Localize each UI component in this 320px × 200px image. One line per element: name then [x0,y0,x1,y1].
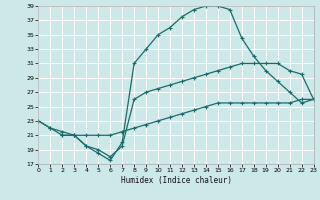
X-axis label: Humidex (Indice chaleur): Humidex (Indice chaleur) [121,176,231,185]
